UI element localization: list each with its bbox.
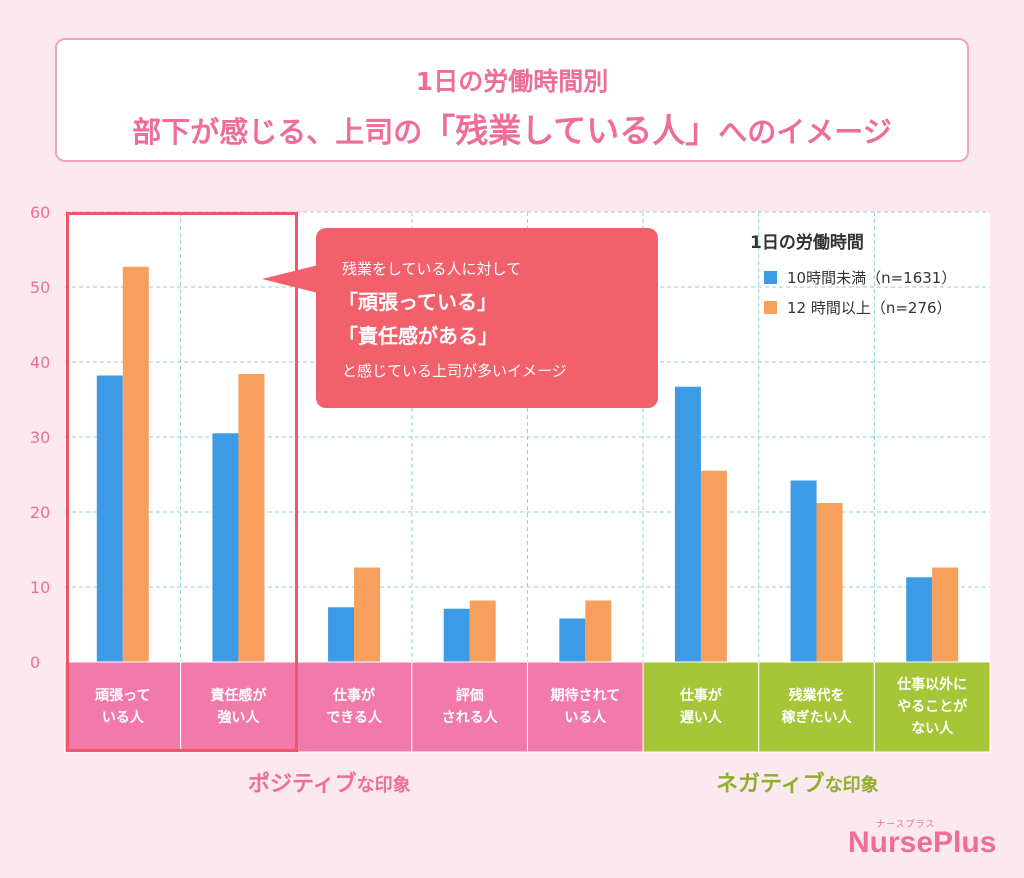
title-part-c: へのイメージ	[718, 115, 892, 149]
x-tick-label: 仕事が できる人	[296, 685, 412, 729]
chart-title-line1: 1日の労働時間別	[415, 67, 609, 96]
x-tick-label-line: 期待されて	[550, 688, 621, 704]
legend-item-series2: 12 時間以上（n=276）	[750, 297, 956, 317]
x-tick-label-line: 責任感が	[210, 688, 267, 704]
legend-swatch-orange	[764, 300, 777, 314]
bar-series2	[238, 374, 265, 662]
nurseplus-logo: NursePlus	[848, 826, 997, 859]
y-tick-label: 0	[30, 653, 40, 672]
y-tick-label: 40	[30, 353, 50, 372]
x-label-box	[642, 661, 760, 753]
bar-series2	[932, 567, 959, 662]
negative-caption: ネガティブな印象	[716, 766, 879, 798]
legend-swatch-blue	[764, 270, 777, 284]
bar-series2	[585, 600, 612, 662]
x-tick-label-line: いる人	[564, 710, 607, 726]
x-label-box	[873, 661, 991, 753]
y-tick-label: 20	[30, 503, 50, 522]
logo-subtext: ナースプラス	[876, 820, 936, 830]
x-tick-label: 評価 される人	[412, 685, 528, 729]
title-part-b: 「残業している人」	[422, 111, 719, 150]
positive-caption: ポジティブな印象	[248, 766, 411, 798]
x-tick-label-line: いる人	[101, 710, 144, 726]
x-tick-label-line: 遅い人	[679, 710, 722, 726]
bar-series2	[816, 503, 843, 662]
bar-series2	[354, 567, 381, 662]
x-tick-label-line: 強い人	[217, 710, 260, 726]
callout-pointer	[262, 265, 318, 293]
x-tick-label-line: 仕事以外に	[897, 677, 968, 693]
bar-series1	[328, 607, 355, 662]
bar-series1	[212, 433, 239, 662]
x-tick-label: 残業代を 稼ぎたい人	[759, 685, 875, 729]
callout-line4: と感じている上司が多いイメージ	[342, 362, 567, 380]
title-box: 1日の労働時間別 部下が感じる、上司の「残業している人」へのイメージ	[55, 38, 969, 162]
x-tick-label-line: される人	[441, 710, 498, 726]
callout: 残業をしている人に対して 「頑張っている」 「責任感がある」 と感じている上司が…	[316, 228, 658, 408]
legend-label-series2: 12 時間以上（n=276）	[787, 298, 952, 317]
y-tick-label: 50	[30, 278, 50, 297]
bar-series1	[443, 608, 470, 662]
chart-title-line2: 部下が感じる、上司の「残業している人」へのイメージ	[57, 104, 967, 152]
x-tick-label: 期待されて いる人	[528, 685, 644, 729]
positive-highlight-frame	[66, 212, 298, 752]
x-tick-label-line: やることが	[897, 699, 968, 715]
legend-item-series1: 10時間未満（n=1631）	[750, 267, 956, 287]
x-label-box	[64, 661, 182, 753]
positive-caption-suffix: な印象	[356, 775, 411, 796]
x-tick-label: 頑張って いる人	[65, 685, 181, 729]
bar-series1	[790, 480, 817, 662]
callout-line1: 残業をしている人に対して	[342, 260, 522, 278]
y-tick-label: 30	[30, 428, 50, 447]
x-label-box	[180, 661, 297, 753]
x-tick-label-line: 仕事が	[333, 688, 376, 704]
legend: 1日の労働時間 10時間未満（n=1631） 12 時間以上（n=276）	[750, 228, 956, 327]
x-tick-label: 仕事以外にやることがない人	[874, 674, 990, 740]
negative-caption-main: ネガティブ	[716, 772, 825, 797]
bar-series1	[674, 386, 701, 662]
x-tick-label-line: 頑張って	[95, 688, 151, 704]
bar-series2	[700, 470, 727, 662]
x-label-box	[411, 661, 528, 753]
legend-title: 1日の労働時間	[750, 233, 864, 253]
x-label-box	[527, 661, 644, 753]
x-tick-label-line: 残業代を	[788, 688, 845, 704]
x-tick-label: 仕事が 遅い人	[643, 685, 759, 729]
callout-line3: 「責任感がある」	[338, 324, 498, 348]
negative-caption-suffix: な印象	[824, 775, 879, 796]
x-tick-label: 責任感が 強い人	[181, 685, 297, 729]
x-label-box	[758, 661, 875, 753]
x-tick-label-line: できる人	[326, 710, 382, 726]
y-tick-label: 60	[30, 203, 50, 222]
callout-line2: 「頑張っている」	[338, 290, 497, 314]
bar-series2	[122, 266, 149, 662]
y-tick-label: 10	[30, 578, 50, 597]
bar-series2	[469, 600, 496, 662]
positive-caption-main: ポジティブ	[248, 772, 357, 797]
legend-label-series1: 10時間未満（n=1631）	[787, 268, 957, 287]
x-tick-label-line: ない人	[911, 721, 954, 737]
x-tick-label-line: 稼ぎたい人	[781, 710, 852, 726]
title-part-a: 部下が感じる、上司の	[132, 115, 423, 149]
bar-series1	[559, 618, 586, 662]
bar-series1	[96, 375, 123, 662]
bar-series1	[906, 577, 933, 662]
x-tick-label-line: 仕事が	[679, 688, 722, 704]
x-tick-label-line: 評価	[455, 688, 484, 704]
